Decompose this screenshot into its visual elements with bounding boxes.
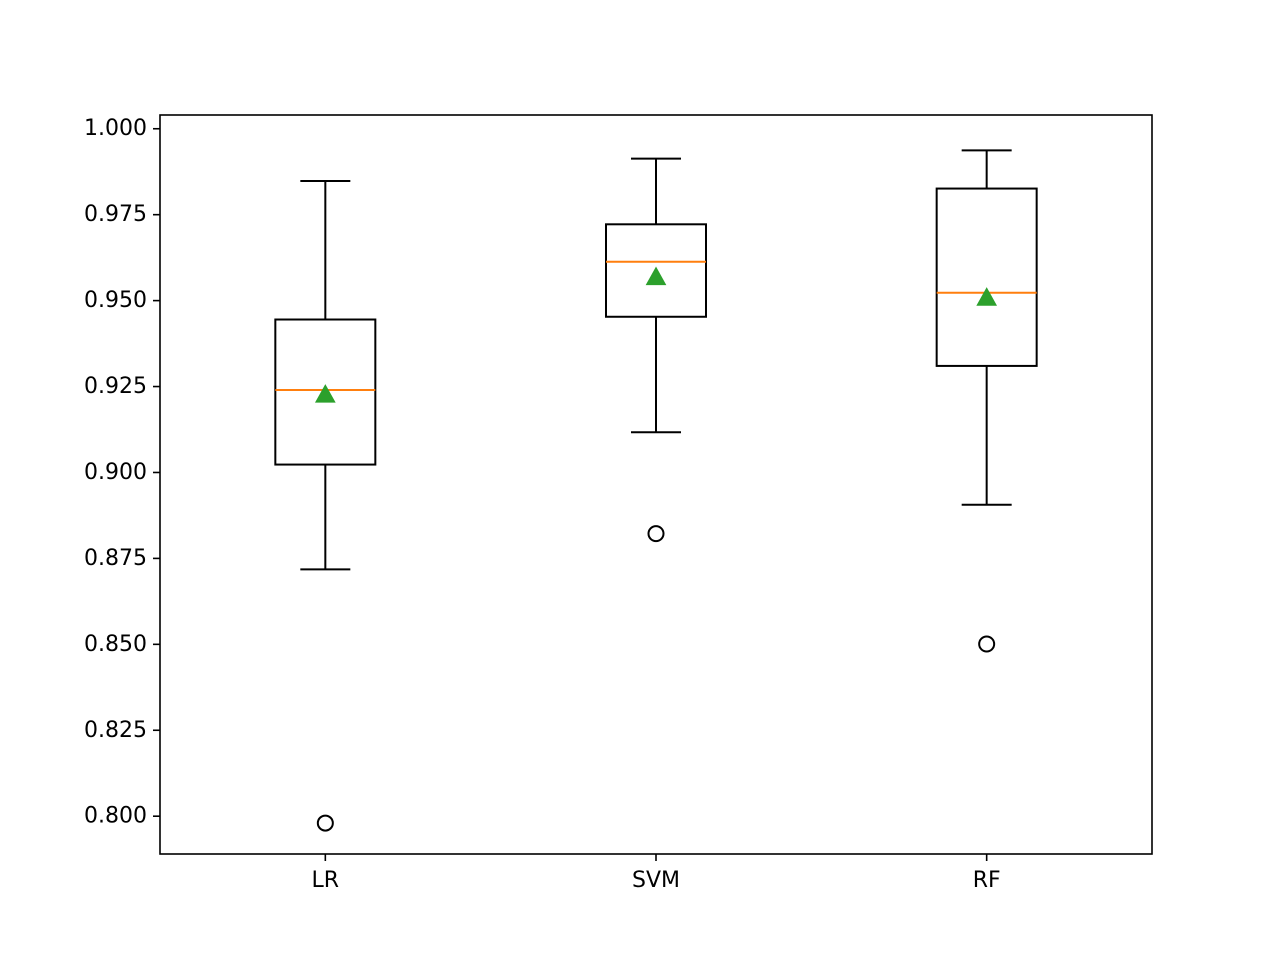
plot-frame — [159, 114, 1153, 855]
y-tick-label: 0.975 — [84, 202, 147, 227]
box-svm — [605, 157, 707, 543]
iqr-box — [935, 187, 1038, 367]
box-rf — [935, 149, 1038, 653]
y-axis: 0.800 0.825 0.850 0.875 0.900 0.925 0.950 0.975… — [84, 116, 160, 829]
boxes — [274, 149, 1038, 832]
outlier-point — [978, 635, 996, 653]
y-tick-label: 0.900 — [84, 460, 147, 485]
y-tick-label: 0.800 — [84, 804, 147, 829]
x-tick-label: LR — [312, 868, 340, 893]
iqr-box — [605, 223, 707, 318]
outlier-point — [647, 525, 665, 543]
iqr-box — [274, 318, 377, 466]
y-tick-label: 0.950 — [84, 288, 147, 313]
y-tick-label: 0.875 — [84, 546, 147, 571]
outlier-point — [316, 814, 334, 832]
mean-marker — [645, 266, 667, 286]
x-tick-label: SVM — [632, 868, 680, 893]
box-lr — [274, 179, 377, 832]
x-axis: LR SVM RF — [312, 854, 1001, 893]
mean-marker — [976, 287, 998, 306]
x-tick-label: RF — [973, 868, 1001, 893]
y-tick-label: 0.925 — [84, 374, 147, 399]
plot-area — [160, 115, 1152, 854]
y-tick-label: 0.850 — [84, 632, 147, 657]
mean-marker — [314, 384, 336, 403]
y-tick-label: 1.000 — [84, 116, 147, 141]
y-tick-label: 0.825 — [84, 718, 147, 743]
